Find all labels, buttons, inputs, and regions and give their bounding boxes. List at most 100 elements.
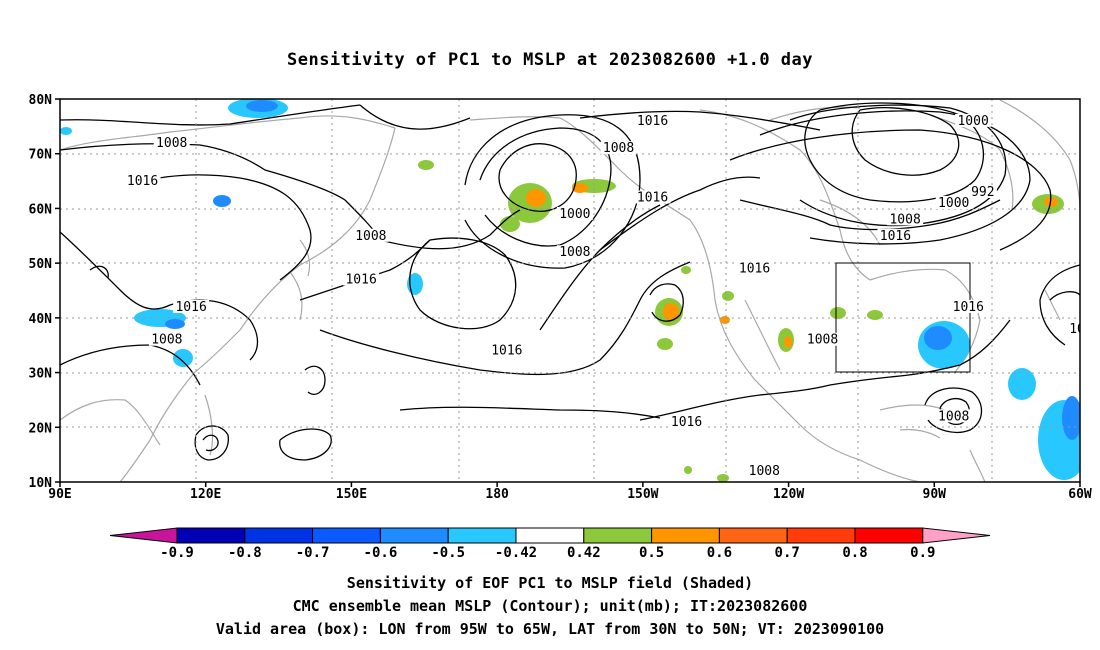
contour-label: 1008 xyxy=(938,409,969,424)
contour-label-bg xyxy=(955,113,992,127)
colorbar-tick-label: 0.6 xyxy=(707,545,732,561)
lon-label: 150E xyxy=(336,487,367,502)
coastlines xyxy=(60,99,1080,482)
contour-label: 1016 xyxy=(671,415,702,430)
contour-label: 1016 xyxy=(175,300,206,315)
colorbar-tick-label: -0.7 xyxy=(296,545,330,561)
colorbar-swatch xyxy=(447,527,517,544)
colorbar-swatch xyxy=(718,527,788,544)
colorbar-high-extend xyxy=(922,527,991,544)
contour-label: 1008 xyxy=(156,136,187,151)
contour-label: 1008 xyxy=(559,245,590,260)
contour-label-bg xyxy=(804,332,841,346)
lon-label: 180 xyxy=(485,487,509,502)
negative-sensitivity-area xyxy=(165,319,185,329)
contour-label-bg xyxy=(124,174,161,188)
colorbar-tick-label: -0.9 xyxy=(160,545,194,561)
contour-label: 1000 xyxy=(938,196,969,211)
negative-sensitivity-area xyxy=(1062,396,1080,440)
positive-sensitivity-area xyxy=(657,338,673,350)
lon-label: 60W xyxy=(1068,487,1092,502)
lat-label: 40N xyxy=(29,312,53,327)
contour-label: 1000 xyxy=(957,114,988,129)
colorbar-swatch xyxy=(786,527,856,544)
contour-label: 1016 xyxy=(1069,322,1100,337)
positive-sensitivity-area xyxy=(830,307,846,319)
contour-label: 1016 xyxy=(637,114,668,129)
colorbar-swatch xyxy=(651,527,720,544)
contour-label: 1016 xyxy=(491,344,522,359)
negative-sensitivity-area xyxy=(173,349,193,367)
contour-label-bg xyxy=(968,185,997,199)
contour-label: 1016 xyxy=(637,190,668,205)
contour-label-bg xyxy=(556,206,593,220)
negative-sensitivity-area xyxy=(213,195,231,207)
positive-sensitivity-area xyxy=(500,216,520,232)
contour-label: 1000 xyxy=(559,207,590,222)
positive-sensitivity-area xyxy=(681,266,691,274)
contour-label: 1008 xyxy=(603,141,634,156)
colorbar-low-extend xyxy=(109,527,178,544)
colorbar-swatch xyxy=(176,527,246,544)
negative-sensitivity-area xyxy=(924,326,952,350)
lat-label: 70N xyxy=(29,148,53,163)
contour-label-bg xyxy=(950,299,987,313)
contour-label-bg xyxy=(736,261,773,275)
colorbar-tick-label: 0.5 xyxy=(639,545,664,561)
contour-label-bg xyxy=(343,272,380,286)
mslp-contours xyxy=(60,102,1080,461)
contour-label-bg xyxy=(600,141,637,155)
positive-sensitivity-area xyxy=(722,291,734,301)
contour-label-bg xyxy=(935,195,972,209)
colorbar-swatch xyxy=(515,527,585,544)
contour-label: 1016 xyxy=(880,229,911,244)
contour-label: 1008 xyxy=(749,464,780,479)
colorbar-tick-label: 0.7 xyxy=(775,545,800,561)
contour-label-bg xyxy=(877,228,914,242)
positive-sensitivity-area xyxy=(418,160,434,170)
colorbar-tick-label: -0.42 xyxy=(495,545,537,561)
colorbar-swatch xyxy=(244,527,314,544)
negative-sensitivity-area xyxy=(1008,368,1036,400)
plot-frame xyxy=(59,98,1081,483)
colorbar-tick-label: -0.5 xyxy=(431,545,465,561)
positive-sensitivity-area xyxy=(720,316,730,324)
positive-sensitivity-area xyxy=(663,303,679,321)
contour-label-bg xyxy=(488,343,525,357)
negative-sensitivity-area xyxy=(246,100,278,112)
contour-label-bg xyxy=(153,135,190,149)
contour-label-bg xyxy=(935,409,972,423)
lon-label: 120W xyxy=(773,487,804,502)
contour-label: 992 xyxy=(971,185,994,200)
lat-label: 80N xyxy=(29,93,53,108)
contour-label: 1016 xyxy=(953,300,984,315)
lat-label: 50N xyxy=(29,257,53,272)
colorbar-tick-label: -0.8 xyxy=(228,545,262,561)
contour-label-bg xyxy=(352,228,389,242)
contour-label-bg xyxy=(148,332,185,346)
contour-label: 1016 xyxy=(739,262,770,277)
contour-label: 1016 xyxy=(127,174,158,189)
positive-sensitivity-area xyxy=(684,466,692,474)
colorbar-swatch xyxy=(854,527,924,544)
sensitivity-shading xyxy=(60,99,1080,482)
lon-label: 90W xyxy=(923,487,947,502)
contour-label-bg xyxy=(746,464,783,478)
lon-label: 150W xyxy=(627,487,658,502)
contour-label-bg xyxy=(1066,321,1080,335)
lat-label: 20N xyxy=(29,421,53,436)
contour-label: 1008 xyxy=(889,212,920,227)
caption-valid-area: Valid area (box): LON from 95W to 65W, L… xyxy=(215,620,885,638)
positive-sensitivity-area xyxy=(717,474,729,482)
chart-title: Sensitivity of PC1 to MSLP at 2023082600… xyxy=(286,50,813,70)
colorbar-tick-label: -0.6 xyxy=(364,545,398,561)
contour-label: 1008 xyxy=(355,229,386,244)
positive-sensitivity-area xyxy=(867,310,883,320)
colorbar-swatch xyxy=(312,527,381,544)
contour-label: 1008 xyxy=(807,333,838,348)
positive-sensitivity-area xyxy=(526,189,546,207)
lat-label: 10N xyxy=(29,476,53,491)
